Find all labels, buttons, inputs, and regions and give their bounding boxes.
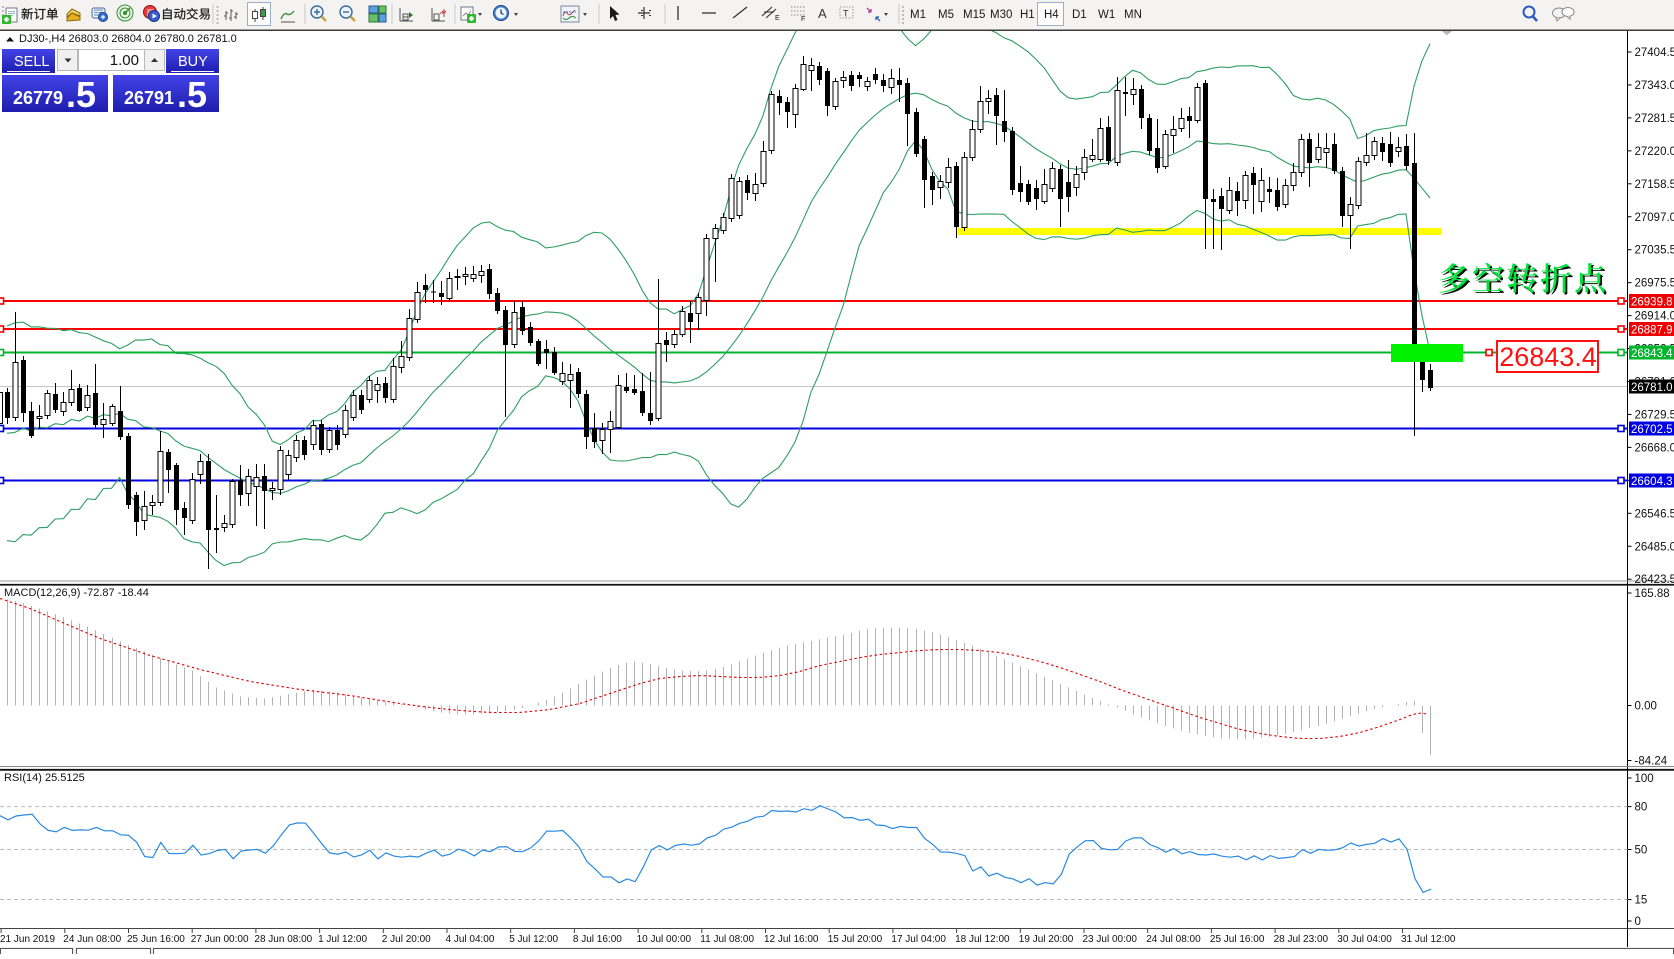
svg-text:A: A — [818, 6, 827, 21]
svg-text:26423.5: 26423.5 — [1635, 574, 1674, 586]
svg-text:50: 50 — [1635, 845, 1648, 857]
svg-text:E: E — [775, 15, 780, 22]
svg-text:0.00: 0.00 — [1635, 701, 1657, 713]
svg-text:18 Jul 12:00: 18 Jul 12:00 — [955, 934, 1010, 945]
svg-text:27220.0: 27220.0 — [1635, 146, 1674, 158]
svg-text:31 Jul 12:00: 31 Jul 12:00 — [1401, 934, 1456, 945]
svg-text:30 Jul 04:00: 30 Jul 04:00 — [1337, 934, 1392, 945]
svg-text:26781.0: 26781.0 — [1631, 382, 1673, 394]
svg-text:27158.5: 27158.5 — [1635, 179, 1674, 191]
svg-text:19 Jul 20:00: 19 Jul 20:00 — [1019, 934, 1074, 945]
svg-text:26791: 26791 — [124, 88, 174, 108]
svg-text:26668.0: 26668.0 — [1635, 442, 1674, 454]
svg-text:RSI(14) 25.5125: RSI(14) 25.5125 — [4, 772, 85, 784]
svg-text:25 Jul 16:00: 25 Jul 16:00 — [1210, 934, 1265, 945]
svg-text:15: 15 — [1635, 895, 1648, 907]
svg-text:26729.5: 26729.5 — [1635, 409, 1674, 421]
svg-text:26779: 26779 — [13, 88, 63, 108]
svg-text:27035.5: 27035.5 — [1635, 245, 1674, 257]
svg-text:23 Jul 00:00: 23 Jul 00:00 — [1083, 934, 1138, 945]
svg-text:80: 80 — [1635, 802, 1648, 814]
svg-text:MN: MN — [1124, 9, 1142, 21]
svg-text:26939.8: 26939.8 — [1631, 297, 1673, 309]
svg-text:11 Jul 08:00: 11 Jul 08:00 — [700, 934, 754, 945]
svg-text:4 Jul 04:00: 4 Jul 04:00 — [446, 934, 495, 945]
svg-text:T: T — [843, 9, 849, 19]
svg-text:28 Jun 08:00: 28 Jun 08:00 — [254, 934, 312, 945]
svg-text:27343.0: 27343.0 — [1635, 80, 1674, 92]
svg-text:100: 100 — [1635, 773, 1654, 785]
svg-text:BUY: BUY — [178, 54, 208, 70]
svg-text:26887.9: 26887.9 — [1631, 325, 1673, 337]
svg-text:17 Jul 04:00: 17 Jul 04:00 — [891, 934, 946, 945]
svg-text:1.00: 1.00 — [110, 52, 139, 69]
svg-text:-84.24: -84.24 — [1635, 756, 1668, 768]
svg-text:0: 0 — [1635, 916, 1641, 928]
svg-text:SELL: SELL — [14, 54, 49, 70]
svg-text:.5: .5 — [177, 74, 207, 115]
svg-text:26604.3: 26604.3 — [1631, 476, 1673, 488]
svg-text:MACD(12,26,9) -72.87 -18.44: MACD(12,26,9) -72.87 -18.44 — [4, 587, 149, 599]
svg-text:M30: M30 — [990, 9, 1012, 21]
svg-text:27404.5: 27404.5 — [1635, 47, 1674, 59]
svg-text:M1: M1 — [910, 9, 926, 21]
svg-text:15 Jul 20:00: 15 Jul 20:00 — [828, 934, 883, 945]
svg-text:D1: D1 — [1072, 9, 1087, 21]
svg-text:.5: .5 — [66, 74, 96, 115]
svg-text:8 Jul 16:00: 8 Jul 16:00 — [573, 934, 622, 945]
svg-text:28 Jul 23:00: 28 Jul 23:00 — [1274, 934, 1329, 945]
svg-text:H4: H4 — [1044, 9, 1059, 21]
svg-text:H1: H1 — [1020, 9, 1035, 21]
svg-text:26546.5: 26546.5 — [1635, 508, 1674, 520]
svg-text:W1: W1 — [1098, 9, 1115, 21]
svg-text:26843.4: 26843.4 — [1631, 348, 1673, 360]
svg-text:DJ30-,H4 26803.0 26804.0 2678: DJ30-,H4 26803.0 26804.0 26780.0 26781.0 — [19, 33, 237, 45]
svg-text:1 Jul 12:00: 1 Jul 12:00 — [318, 934, 367, 945]
svg-text:24 Jul 08:00: 24 Jul 08:00 — [1146, 934, 1201, 945]
svg-text:24 Jun 08:00: 24 Jun 08:00 — [63, 934, 121, 945]
svg-text:5 Jul 12:00: 5 Jul 12:00 — [509, 934, 558, 945]
svg-text:12 Jul 16:00: 12 Jul 16:00 — [764, 934, 819, 945]
svg-text:27 Jun 00:00: 27 Jun 00:00 — [191, 934, 249, 945]
svg-text:F: F — [801, 16, 805, 23]
svg-text:21 Jun 2019: 21 Jun 2019 — [0, 934, 55, 945]
svg-text:27097.0: 27097.0 — [1635, 212, 1674, 224]
svg-text:2 Jul 20:00: 2 Jul 20:00 — [382, 934, 431, 945]
svg-text:M5: M5 — [938, 9, 954, 21]
svg-text:26914.0: 26914.0 — [1635, 311, 1674, 323]
svg-text:26702.5: 26702.5 — [1631, 424, 1673, 436]
svg-text:26843.4: 26843.4 — [1499, 342, 1597, 372]
svg-text:10 Jul 00:00: 10 Jul 00:00 — [637, 934, 692, 945]
svg-text:M15: M15 — [963, 9, 985, 21]
svg-text:165.88: 165.88 — [1635, 588, 1670, 600]
svg-text:26485.0: 26485.0 — [1635, 541, 1674, 553]
svg-text:27281.5: 27281.5 — [1635, 113, 1674, 125]
svg-text:25 Jun 16:00: 25 Jun 16:00 — [127, 934, 185, 945]
svg-text:26975.5: 26975.5 — [1635, 278, 1674, 290]
